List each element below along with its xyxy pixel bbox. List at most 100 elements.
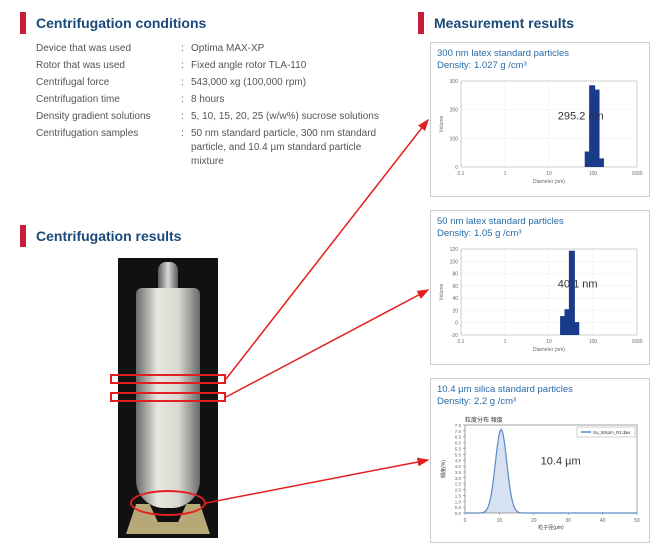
svg-text:0.1: 0.1 (458, 339, 465, 345)
chart-box-300nm: 300 nm latex standard particles Density:… (430, 42, 650, 197)
svg-text:Diameter (nm): Diameter (nm) (533, 347, 565, 353)
arrow-bottom (206, 460, 428, 503)
svg-text:40: 40 (452, 296, 458, 302)
chart-title-line1: 50 nm latex standard particles (437, 216, 564, 227)
cond-value: 50 nm standard particle, 300 nm standard… (191, 127, 380, 169)
svg-text:60: 60 (452, 284, 458, 290)
condition-row: Device that was used : Optima MAX-XP (36, 42, 380, 56)
condition-row: Density gradient solutions : 5, 10, 15, … (36, 110, 380, 124)
cond-colon: : (181, 42, 191, 56)
svg-text:0.1: 0.1 (458, 171, 465, 177)
red-bar-icon (20, 225, 26, 247)
svg-text:120: 120 (450, 247, 459, 253)
svg-text:Diameter (nm): Diameter (nm) (533, 179, 565, 185)
svg-text:10: 10 (546, 171, 552, 177)
svg-text:100: 100 (589, 171, 598, 177)
condition-row: Centrifugation time : 8 hours (36, 93, 380, 107)
conditions-table: Device that was used : Optima MAX-XP Roto… (36, 42, 380, 169)
cond-label: Rotor that was used (36, 59, 181, 73)
svg-text:Su_50rpm_R1.$av: Su_50rpm_R1.$av (593, 430, 631, 435)
svg-text:20: 20 (452, 308, 458, 314)
svg-text:Volume: Volume (439, 115, 445, 132)
chart-title: 10.4 µm silica standard particles Densit… (437, 384, 643, 409)
red-bar-icon (418, 12, 424, 34)
svg-text:300: 300 (450, 79, 459, 85)
cond-value: 543,000 xg (100,000 rpm) (191, 76, 380, 90)
svg-text:40.1 nm: 40.1 nm (558, 278, 598, 290)
svg-text:5.5: 5.5 (455, 446, 462, 451)
chart-svg: 01002003000.11101001000Diameter (nm)Volu… (437, 75, 643, 185)
chart-title: 50 nm latex standard particles Density: … (437, 216, 643, 241)
svg-text:粒度分布 頻度: 粒度分布 頻度 (465, 416, 503, 424)
svg-text:10: 10 (546, 339, 552, 345)
cond-colon: : (181, 93, 191, 107)
band-marker-bottom (130, 490, 206, 516)
svg-text:4.0: 4.0 (455, 464, 462, 469)
svg-text:0.0: 0.0 (455, 511, 462, 516)
svg-text:1000: 1000 (631, 339, 642, 345)
chart-title-line2: Density: 1.05 g /cm³ (437, 228, 521, 239)
svg-text:1: 1 (504, 171, 507, 177)
svg-text:100: 100 (589, 339, 598, 345)
svg-text:5.0: 5.0 (455, 452, 462, 457)
cond-value: Optima MAX-XP (191, 42, 380, 56)
chart-title-line2: Density: 1.027 g /cm³ (437, 60, 527, 71)
cond-colon: : (181, 76, 191, 90)
chart-title: 300 nm latex standard particles Density:… (437, 48, 643, 73)
svg-text:200: 200 (450, 107, 459, 113)
conditions-title-text: Centrifugation conditions (36, 15, 206, 31)
cond-value: 8 hours (191, 93, 380, 107)
arrow-mid (226, 290, 428, 397)
chart-svg: 粒度分布 頻度Su_50rpm_R1.$av0.00.51.01.52.02.5… (437, 411, 643, 531)
svg-text:7.0: 7.0 (455, 429, 462, 434)
svg-text:6.5: 6.5 (455, 434, 462, 439)
svg-text:10: 10 (497, 518, 503, 524)
svg-text:頻度(%): 頻度(%) (440, 459, 447, 477)
cond-value: 5, 10, 15, 20, 25 (w/w%) sucrose solutio… (191, 110, 380, 124)
svg-text:3.0: 3.0 (455, 475, 462, 480)
svg-text:2.0: 2.0 (455, 487, 462, 492)
svg-text:1000: 1000 (631, 171, 642, 177)
svg-text:3.5: 3.5 (455, 470, 462, 475)
conditions-title: Centrifugation conditions (20, 12, 380, 34)
chart-svg: -200204060801001200.11101001000Diameter … (437, 243, 643, 353)
cond-colon: : (181, 59, 191, 73)
svg-text:50: 50 (634, 518, 640, 524)
measurement-title: Measurement results (418, 12, 574, 34)
chart-box-10um: 10.4 µm silica standard particles Densit… (430, 378, 650, 543)
svg-text:1.5: 1.5 (455, 493, 462, 498)
svg-text:100: 100 (450, 259, 459, 265)
conditions-section: Centrifugation conditions Device that wa… (20, 12, 380, 172)
svg-text:1.0: 1.0 (455, 499, 462, 504)
cond-colon: : (181, 110, 191, 124)
cond-label: Centrifugation time (36, 93, 181, 107)
condition-row: Centrifugal force : 543,000 xg (100,000 … (36, 76, 380, 90)
svg-text:粒子径(μm): 粒子径(μm) (538, 524, 564, 531)
cond-label: Density gradient solutions (36, 110, 181, 124)
measurement-title-text: Measurement results (434, 15, 574, 31)
svg-text:0: 0 (464, 518, 467, 524)
chart-title-line2: Density: 2.2 g /cm³ (437, 396, 516, 407)
chart-box-50nm: 50 nm latex standard particles Density: … (430, 210, 650, 365)
cond-label: Centrifugation samples (36, 127, 181, 169)
svg-text:7.5: 7.5 (455, 423, 462, 428)
chart-title-line1: 300 nm latex standard particles (437, 48, 569, 59)
svg-text:2.5: 2.5 (455, 481, 462, 486)
svg-text:0: 0 (455, 320, 458, 326)
cond-value: Fixed angle rotor TLA-110 (191, 59, 380, 73)
cond-label: Device that was used (36, 42, 181, 56)
chart-title-line1: 10.4 µm silica standard particles (437, 384, 573, 395)
svg-text:295.2 nm: 295.2 nm (558, 110, 604, 122)
svg-text:100: 100 (450, 136, 459, 142)
svg-text:40: 40 (600, 518, 606, 524)
band-marker-top (110, 374, 226, 384)
red-bar-icon (20, 12, 26, 34)
results-title: Centrifugation results (20, 225, 181, 247)
cond-label: Centrifugal force (36, 76, 181, 90)
svg-text:20: 20 (531, 518, 537, 524)
svg-text:30: 30 (565, 518, 571, 524)
svg-text:4.5: 4.5 (455, 458, 462, 463)
svg-text:Volume: Volume (439, 283, 445, 300)
condition-row: Centrifugation samples : 50 nm standard … (36, 127, 380, 169)
condition-row: Rotor that was used : Fixed angle rotor … (36, 59, 380, 73)
